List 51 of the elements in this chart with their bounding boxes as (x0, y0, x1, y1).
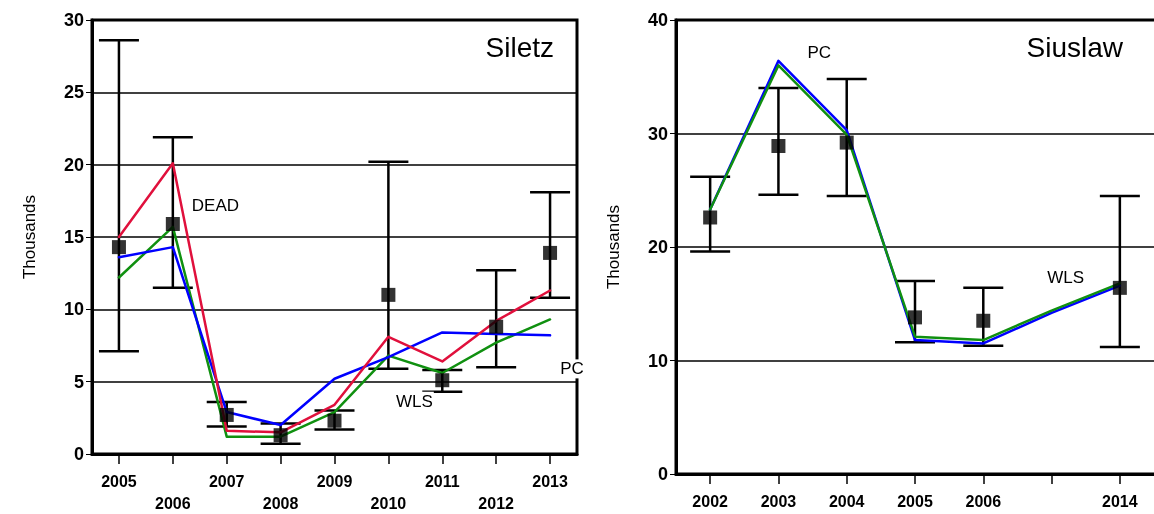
y-tick-label: 40 (647, 10, 668, 30)
series-label: PC (560, 359, 584, 379)
point (771, 138, 786, 153)
x-tick-label: 2009 (316, 472, 353, 490)
x-tick-label: 2012 (478, 494, 515, 512)
point (273, 428, 288, 443)
y-tick-label: 25 (63, 82, 84, 103)
x-tick-label: 2013 (532, 472, 568, 490)
y-tick-label: 0 (73, 444, 84, 464)
point (976, 313, 991, 328)
point (111, 240, 126, 255)
point (219, 407, 234, 422)
x-tick-label: 2006 (965, 492, 1002, 510)
x-tick-label: 2004 (828, 492, 865, 510)
x-tick-label: 2005 (897, 492, 933, 510)
series-label: PC (807, 43, 832, 63)
series-label: DEAD (191, 195, 240, 215)
y-tick-label: 15 (63, 227, 84, 247)
x-tick-label: 2010 (370, 494, 407, 512)
y-axis-title: Thousands (604, 204, 623, 290)
point (1112, 280, 1127, 295)
series-label: WLS (1047, 267, 1084, 287)
chart-title: Siletz (485, 31, 554, 63)
point (435, 373, 450, 388)
y-tick-label: 10 (63, 299, 84, 320)
x-tick-label: 2003 (760, 492, 797, 510)
x-tick-label: 2006 (155, 494, 191, 512)
x-tick-label: 2002 (692, 492, 729, 510)
point (327, 413, 342, 428)
x-tick-label: 2005 (101, 472, 137, 490)
chart-title: Siuslaw (1026, 31, 1124, 63)
y-tick-label: 20 (63, 154, 84, 175)
x-tick-label: 2007 (208, 472, 245, 490)
point (543, 245, 558, 260)
series-label: WLS (395, 391, 433, 411)
y-tick-label: 30 (647, 123, 668, 144)
point (165, 216, 180, 231)
x-tick-label: 2011 (424, 472, 460, 490)
x-tick-label: 2014 (1102, 492, 1138, 510)
point (703, 210, 718, 225)
y-tick-label: 5 (73, 371, 84, 392)
point (839, 135, 854, 150)
y-tick-label: 10 (647, 350, 668, 371)
y-tick-label: 0 (657, 464, 668, 484)
y-tick-label: 30 (63, 10, 84, 30)
point (381, 287, 396, 302)
point (908, 310, 922, 325)
y-tick-label: 20 (647, 237, 668, 257)
x-tick-label: 2008 (262, 494, 299, 512)
point (489, 319, 504, 334)
y-axis-title: Thousands (20, 194, 39, 280)
